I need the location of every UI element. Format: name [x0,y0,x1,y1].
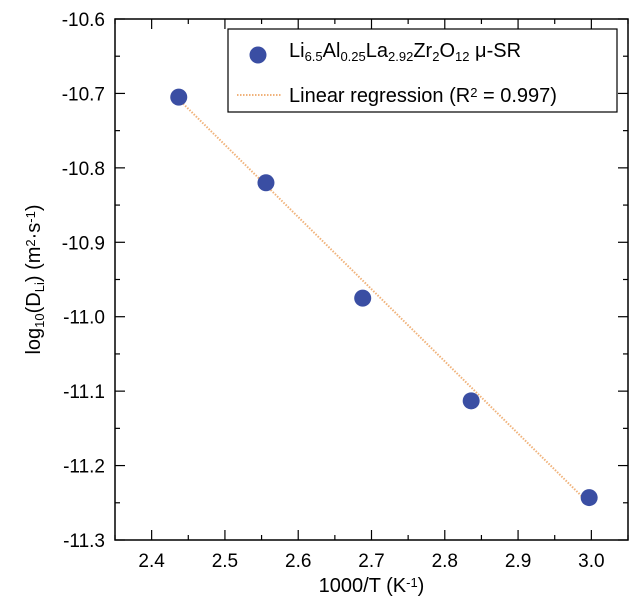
x-axis-title: 1000/T (K-1) [319,575,425,597]
x-tick-label: 2.9 [505,551,531,572]
x-tick-label: 2.6 [285,551,311,572]
y-tick-label: -11.1 [63,382,105,403]
x-tick-label: 2.5 [212,551,238,572]
x-axis: 2.4 2.5 2.6 2.7 2.8 2.9 3.0 [114,19,629,572]
y-tick-label: -10.7 [62,84,105,105]
legend: Li6.5Al0.25La2.92Zr2O12 μ-SR Linear regre… [227,28,618,113]
y-tick-label: -11.2 [63,457,105,478]
y-tick-label: -10.9 [62,233,105,254]
legend-marker-points [249,46,267,64]
regression-line [178,98,590,505]
y-axis: -10.6 -10.7 -10.8 -10.9 -11.0 -11.1 -11.2 -11.3 [62,10,628,552]
data-point [170,88,188,106]
x-tick-label: 2.7 [358,551,384,572]
legend-label-points: Li6.5Al0.25La2.92Zr2O12 μ-SR [289,40,521,64]
y-tick-label: -11.3 [63,531,105,552]
legend-label-regression: Linear regression (R2 = 0.997) [289,85,557,107]
y-tick-label: -10.6 [62,10,105,31]
data-point [354,289,372,307]
data-point [462,392,480,410]
regression-layer [178,98,590,505]
points-layer [170,88,598,507]
x-tick-label: 3.0 [578,551,604,572]
x-tick-label: 2.4 [138,551,165,572]
y-axis-title: log10(DLi) (m2·s-1) [23,204,47,354]
y-tick-label: -11.0 [63,308,105,329]
data-point [580,489,598,507]
data-point [257,174,275,192]
y-tick-label: -10.8 [62,159,105,180]
x-tick-label: 2.8 [432,551,458,572]
legend-box [227,28,618,113]
